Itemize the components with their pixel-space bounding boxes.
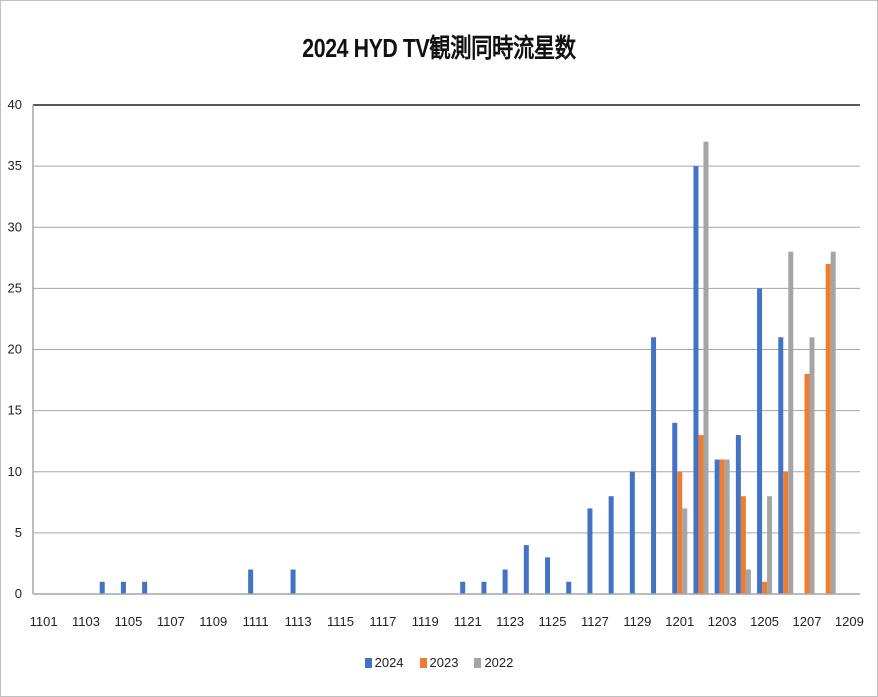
gridlines [33,104,860,534]
legend-label: 2023 [429,655,459,670]
bar-2023-1206 [783,471,789,594]
bar-2022-1207 [809,337,815,594]
bar-2024-1111 [248,569,254,594]
bar-2024-1124 [523,545,529,594]
legend-item-2022: 2022 [474,655,513,670]
bar-2024-1203 [714,459,720,594]
y-axis-ticks: 0 5 10 15 20 25 30 35 40 [8,97,22,601]
x-tick-label: 1105 [114,614,142,629]
x-tick-label: 1129 [623,614,651,629]
y-tick-label: 25 [8,280,22,295]
y-tick-label: 5 [15,525,22,540]
bars [99,141,836,595]
bar-2024-1129 [629,471,635,594]
bar-2023-1203 [719,459,725,594]
y-tick-label: 40 [8,97,22,112]
bar-2022-1203 [724,459,730,594]
x-tick-label: 1107 [157,614,185,629]
x-tick-label: 1207 [793,614,822,629]
y-tick-label: 35 [8,158,22,173]
bar-2024-1204 [735,435,741,594]
y-tick-label: 0 [15,586,22,601]
bar-2024-1130 [651,337,657,594]
x-tick-label: 1121 [454,614,482,629]
bar-2022-1201 [682,508,688,594]
legend-label: 2022 [484,655,514,670]
x-tick-label: 1205 [750,614,779,629]
bar-2024-1125 [545,557,551,594]
legend-swatch-icon [474,657,482,668]
bar-2023-1204 [740,496,746,594]
bar-2023-1205 [762,581,768,594]
x-tick-label: 1103 [72,614,100,629]
x-tick-label: 1109 [199,614,227,629]
legend-swatch-icon [419,657,427,668]
y-tick-label: 15 [8,403,22,418]
bar-2024-1205 [757,288,763,594]
x-tick-label: 1127 [581,614,609,629]
legend-swatch-icon [364,657,372,668]
bar-2022-1208 [830,251,836,594]
bar-2024-1121 [460,581,466,594]
x-tick-label: 1115 [327,614,354,629]
x-tick-label: 1117 [369,614,396,629]
bar-2022-1205 [767,496,773,594]
y-tick-label: 10 [8,464,22,479]
bar-2024-1123 [502,569,508,594]
y-tick-label: 20 [8,342,22,357]
bar-2023-1207 [804,373,810,594]
bar-2024-1126 [566,581,572,594]
legend-item-2023: 2023 [419,655,459,670]
bar-2024-1113 [290,569,296,594]
x-tick-label: 1123 [496,614,524,629]
bar-2024-1128 [608,496,614,594]
x-tick-label: 1119 [412,614,439,629]
x-axis-ticks: 1101 1103 1105 1107 1109 1111 1113 1115 1117 1119… [30,614,864,629]
x-tick-label: 1113 [285,614,312,629]
x-tick-label: 1201 [665,614,694,629]
bar-2023-1202 [698,435,704,594]
bar-2024-1201 [672,422,678,594]
bar-2022-1202 [703,141,709,595]
bar-2023-1208 [825,263,831,594]
bar-2022-1204 [745,569,751,594]
bar-2022-1206 [788,251,794,594]
bar-2024-1202 [693,166,699,594]
legend-label: 2024 [374,655,404,670]
x-tick-label: 1101 [30,614,58,629]
bar-2024-1104 [99,581,105,594]
axes [32,105,860,595]
bar-2024-1122 [481,581,487,594]
bar-2024-1105 [120,581,126,594]
legend-item-2024: 2024 [364,655,404,670]
bar-2023-1201 [677,471,683,594]
bar-2024-1127 [587,508,593,594]
chart-legend: 2024 2023 2022 [0,655,878,670]
bar-2024-1206 [778,337,784,594]
chart-title: 2024 HYD TV観測同時流星数 [302,33,576,63]
x-tick-label: 1203 [708,614,737,629]
bar-2024-1106 [142,581,148,594]
y-tick-label: 30 [8,219,22,234]
x-tick-label: 1125 [539,614,567,629]
x-tick-label: 1111 [243,614,269,629]
x-tick-label: 1209 [835,614,864,629]
